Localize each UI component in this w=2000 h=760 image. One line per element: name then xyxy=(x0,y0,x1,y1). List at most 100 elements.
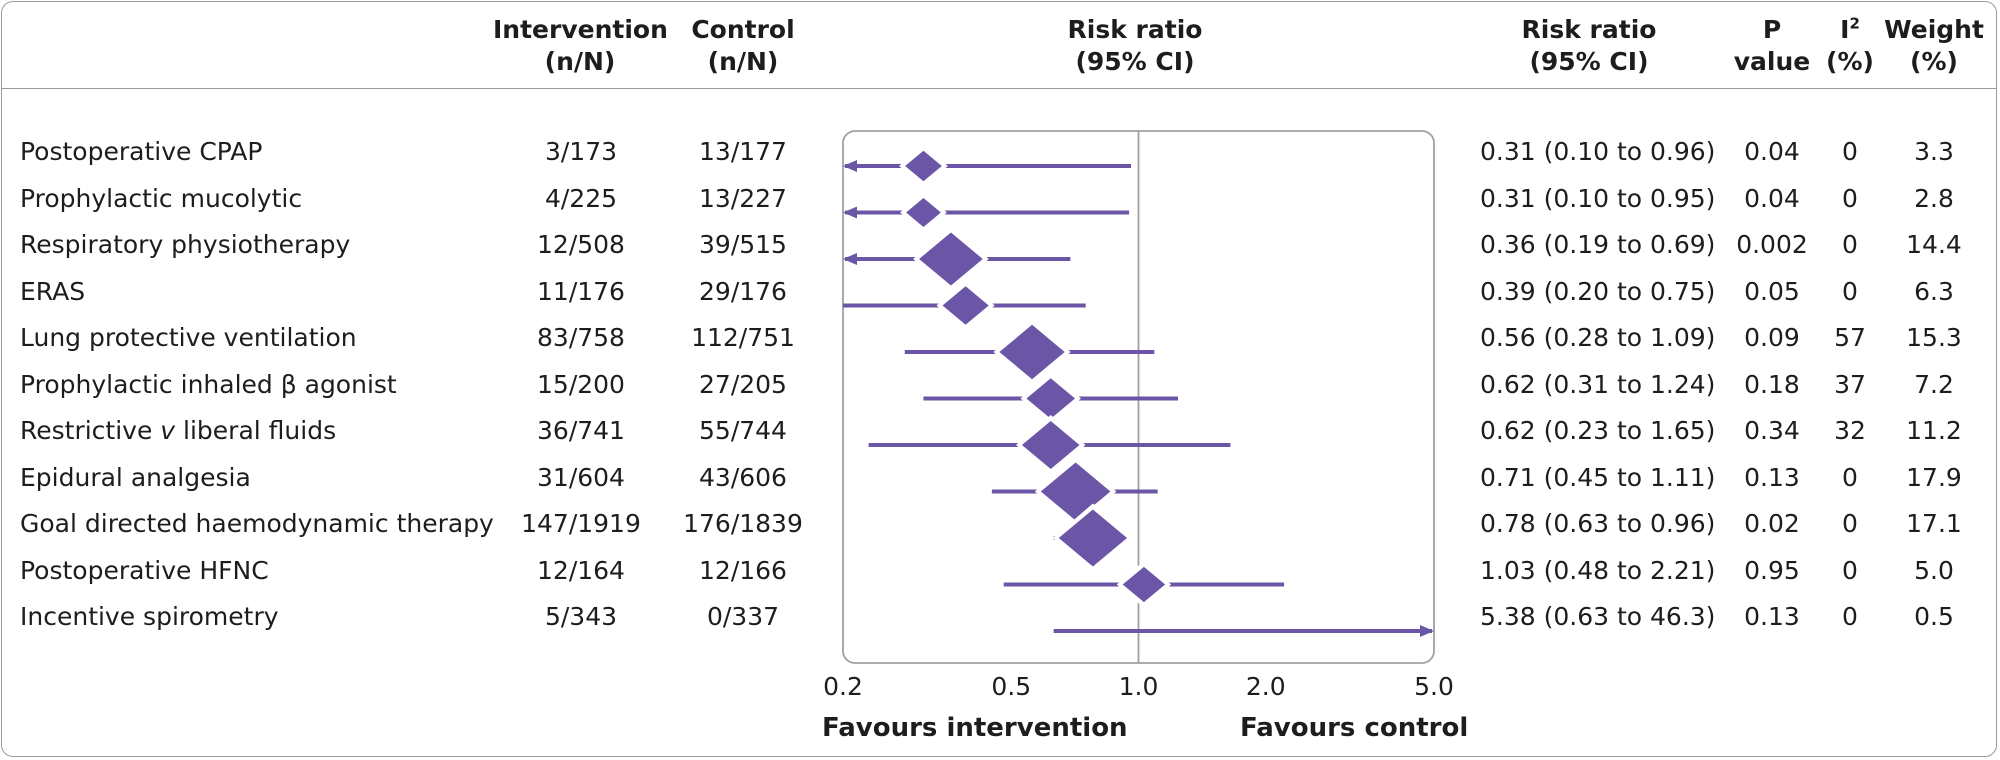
rr-text-cell: 0.31 (0.10 to 0.96) xyxy=(1480,137,1716,166)
header-p: P value xyxy=(1730,14,1814,78)
weight-cell: 14.4 xyxy=(1906,230,1962,259)
control-cell: 27/205 xyxy=(699,369,787,399)
p-value-cell: 0.04 xyxy=(1744,137,1800,166)
p-value-cell: 0.18 xyxy=(1744,369,1800,399)
estimate-diamond xyxy=(1058,509,1128,567)
control-cell: 0/337 xyxy=(706,602,780,631)
row-label: Respiratory physiotherapy xyxy=(20,230,351,259)
intervention-cell: 4/225 xyxy=(544,183,618,213)
i2-cell: 37 xyxy=(1834,369,1866,399)
i2-cell: 57 xyxy=(1834,323,1866,352)
control-cell: 55/744 xyxy=(699,416,787,445)
row-label: Lung protective ventilation xyxy=(20,323,357,352)
header-control: Control (n/N) xyxy=(671,14,815,78)
i2-cell: 0 xyxy=(1842,602,1858,631)
intervention-cell: 31/604 xyxy=(537,462,625,492)
i2-cell: 32 xyxy=(1834,416,1866,445)
p-value-cell: 0.02 xyxy=(1744,509,1800,538)
p-value-cell: 0.34 xyxy=(1744,416,1800,445)
intervention-cell: 3/173 xyxy=(544,137,618,166)
header-plot-line1: Risk ratio xyxy=(1067,15,1203,44)
header-divider xyxy=(2,88,1997,89)
p-value-cell: 0.95 xyxy=(1744,555,1800,585)
row-label: Prophylactic mucolytic xyxy=(20,183,303,213)
x-tick-label: 0.2 xyxy=(823,672,863,701)
header-i2-line1: I2 xyxy=(1840,14,1860,44)
estimate-diamond xyxy=(906,198,941,227)
i2-cell: 0 xyxy=(1842,183,1858,213)
header-intervention: Intervention (n/N) xyxy=(493,14,668,78)
header-p-line2: value xyxy=(1733,47,1811,76)
header-intervention-line2: (n/N) xyxy=(544,47,616,76)
x-tick-label: 2.0 xyxy=(1246,672,1286,701)
i2-cell: 0 xyxy=(1842,137,1858,166)
header-rr-line2: (95% CI) xyxy=(1529,47,1649,76)
weight-cell: 6.3 xyxy=(1914,276,1954,306)
p-value-cell: 0.05 xyxy=(1744,276,1800,306)
estimate-diamond xyxy=(919,232,983,286)
header-plot: Risk ratio (95% CI) xyxy=(1040,14,1230,78)
estimate-diamond xyxy=(1021,421,1080,469)
weight-cell: 17.1 xyxy=(1906,509,1962,538)
row-label: Incentive spirometry xyxy=(20,602,279,631)
p-value-cell: 0.002 xyxy=(1736,230,1808,259)
header-rr: Risk ratio (95% CI) xyxy=(1494,14,1684,78)
i2-cell: 0 xyxy=(1842,509,1858,538)
i2-cell: 0 xyxy=(1842,555,1858,585)
rr-text-cell: 0.31 (0.10 to 0.95) xyxy=(1480,183,1716,213)
row-label: Goal directed haemodynamic therapy xyxy=(20,509,494,538)
row-label: Postoperative CPAP xyxy=(20,137,263,166)
header-intervention-line1: Intervention xyxy=(493,15,668,44)
weight-cell: 15.3 xyxy=(1906,323,1962,352)
control-cell: 176/1839 xyxy=(683,509,803,538)
control-cell: 29/176 xyxy=(699,276,787,306)
p-value-cell: 0.04 xyxy=(1744,183,1800,213)
header-weight-line1: Weight xyxy=(1884,15,1984,44)
rr-text-cell: 0.62 (0.23 to 1.65) xyxy=(1480,416,1716,445)
rr-text-cell: 0.56 (0.28 to 1.09) xyxy=(1480,323,1716,352)
weight-cell: 11.2 xyxy=(1906,416,1962,445)
weight-cell: 5.0 xyxy=(1914,555,1954,585)
ci-arrow-left xyxy=(843,160,857,172)
ci-arrow-left xyxy=(843,253,857,265)
row-label: Restrictive v liberal fluids xyxy=(20,416,337,445)
estimate-diamond xyxy=(1026,378,1075,419)
x-tick-label: 0.5 xyxy=(991,672,1031,701)
row-label: Prophylactic inhaled β agonist xyxy=(20,369,397,399)
header-control-line1: Control xyxy=(691,15,795,44)
rr-text-cell: 0.62 (0.31 to 1.24) xyxy=(1480,369,1716,399)
control-cell: 39/515 xyxy=(699,230,787,259)
x-tick-label: 5.0 xyxy=(1414,672,1454,701)
rr-text-cell: 0.36 (0.19 to 0.69) xyxy=(1480,230,1716,259)
estimate-diamond xyxy=(1122,566,1166,603)
control-cell: 112/751 xyxy=(691,323,795,352)
weight-cell: 3.3 xyxy=(1914,137,1954,166)
p-value-cell: 0.09 xyxy=(1744,323,1800,352)
control-cell: 13/227 xyxy=(699,183,787,213)
rr-text-cell: 1.03 (0.48 to 2.21) xyxy=(1480,555,1716,585)
p-value-cell: 0.13 xyxy=(1744,462,1800,492)
intervention-cell: 5/343 xyxy=(544,602,618,631)
rr-text-cell: 0.78 (0.63 to 0.96) xyxy=(1480,509,1716,538)
control-cell: 12/166 xyxy=(699,555,787,585)
i2-cell: 0 xyxy=(1842,462,1858,492)
row-label: ERAS xyxy=(20,276,86,306)
i2-cell: 0 xyxy=(1842,230,1858,259)
header-weight-line2: (%) xyxy=(1910,47,1958,76)
intervention-cell: 83/758 xyxy=(537,323,625,352)
control-cell: 13/177 xyxy=(699,137,787,166)
favours-control-label: Favours control xyxy=(1240,713,1469,743)
header-p-line1: P xyxy=(1762,15,1782,44)
header-weight: Weight (%) xyxy=(1882,14,1986,78)
rr-text-cell: 0.39 (0.20 to 0.75) xyxy=(1480,276,1716,306)
x-tick-label: 1.0 xyxy=(1119,672,1159,701)
ci-arrow-left xyxy=(843,206,857,219)
estimate-diamond xyxy=(999,324,1065,380)
weight-cell: 0.5 xyxy=(1914,602,1954,631)
weight-cell: 17.9 xyxy=(1906,462,1962,492)
intervention-cell: 12/164 xyxy=(537,555,625,585)
header-control-line2: (n/N) xyxy=(707,47,779,76)
favours-intervention-label: Favours intervention xyxy=(822,713,1128,743)
header-rr-line1: Risk ratio xyxy=(1521,15,1657,44)
